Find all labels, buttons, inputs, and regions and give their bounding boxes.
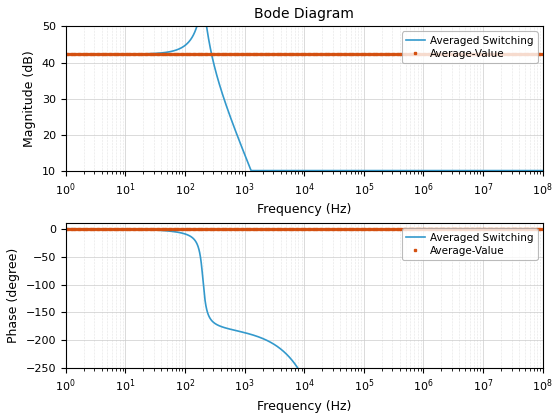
Averaged Switching [349, 168, 356, 173]
Average-Value [498, 52, 505, 57]
Average-Value [189, 226, 196, 231]
Y-axis label: Phase (degree): Phase (degree) [7, 248, 20, 343]
Averaged Switching [455, 168, 461, 173]
Line: Average-Value: Average-Value [64, 227, 544, 230]
Average-Value [91, 52, 98, 57]
Averaged Switching [418, 168, 425, 173]
Averaged Switching [245, 160, 251, 165]
Legend: Averaged Switching, Average-Value: Averaged Switching, Average-Value [402, 228, 538, 260]
Averaged Switching [198, 5, 205, 10]
Legend: Averaged Switching, Average-Value: Averaged Switching, Average-Value [402, 32, 538, 63]
Averaged Switching [245, 331, 251, 336]
Title: Bode Diagram: Bode Diagram [254, 7, 354, 21]
Average-Value [62, 52, 69, 57]
Averaged Switching [149, 51, 156, 56]
Line: Average-Value: Average-Value [64, 53, 544, 55]
Line: Averaged Switching: Averaged Switching [66, 229, 543, 420]
Averaged Switching [539, 168, 546, 173]
Average-Value [151, 226, 158, 231]
Average-Value [82, 52, 88, 57]
Average-Value [498, 226, 505, 231]
Y-axis label: Magnitude (dB): Magnitude (dB) [24, 50, 36, 147]
Average-Value [82, 226, 88, 231]
Average-Value [539, 52, 546, 57]
Average-Value [91, 226, 98, 231]
Average-Value [62, 226, 69, 231]
Average-Value [515, 52, 522, 57]
Average-Value [539, 226, 546, 231]
X-axis label: Frequency (Hz): Frequency (Hz) [257, 400, 352, 413]
Average-Value [189, 52, 196, 57]
Averaged Switching [373, 168, 380, 173]
Average-Value [151, 52, 158, 57]
Averaged Switching [62, 226, 69, 231]
Averaged Switching [149, 227, 156, 232]
Line: Averaged Switching: Averaged Switching [66, 8, 543, 171]
Averaged Switching [62, 52, 69, 57]
Averaged Switching [248, 168, 254, 173]
Average-Value [515, 226, 522, 231]
X-axis label: Frequency (Hz): Frequency (Hz) [257, 203, 352, 216]
